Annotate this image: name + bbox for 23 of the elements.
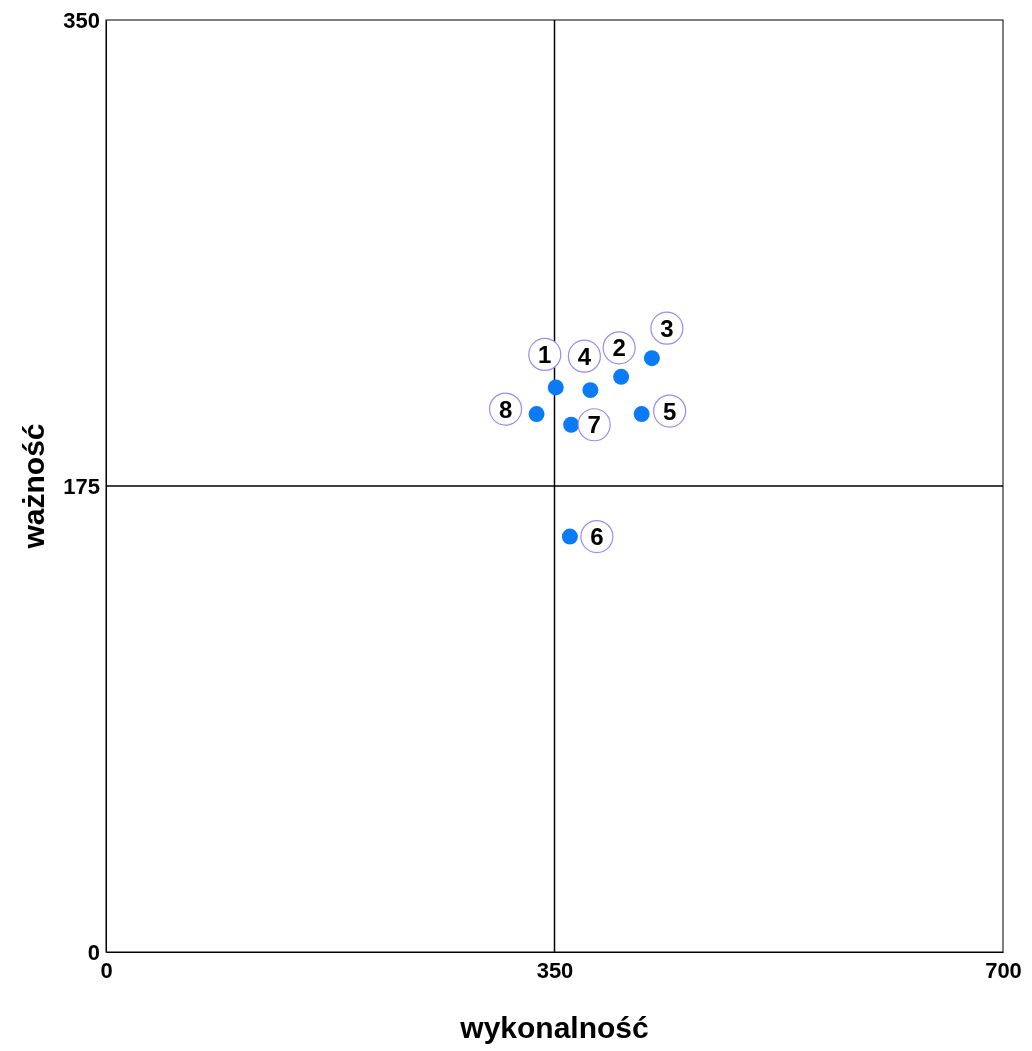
annotation: 5	[662, 397, 677, 425]
annotation: 3	[660, 314, 674, 342]
point	[613, 368, 630, 385]
x-tick-label: 350	[536, 957, 574, 983]
point	[643, 350, 660, 367]
x-tick-label: 700	[985, 957, 1022, 983]
point	[563, 416, 580, 433]
y-tick-label: 350	[63, 7, 100, 33]
point	[547, 379, 564, 396]
annotation: 6	[590, 523, 604, 551]
x-axis-title: wykonalność	[459, 1011, 649, 1044]
annotation: 7	[587, 411, 601, 439]
point	[561, 528, 578, 545]
y-tick-label: 0	[87, 939, 100, 965]
y-axis-title: ważność	[17, 423, 50, 550]
y-tick-label: 175	[63, 473, 100, 499]
annotation: 4	[577, 342, 592, 370]
annotation: 1	[538, 341, 552, 369]
point	[633, 406, 650, 423]
point	[582, 382, 599, 399]
annotation: 2	[612, 334, 626, 362]
point	[528, 406, 545, 423]
annotation: 8	[498, 395, 513, 423]
